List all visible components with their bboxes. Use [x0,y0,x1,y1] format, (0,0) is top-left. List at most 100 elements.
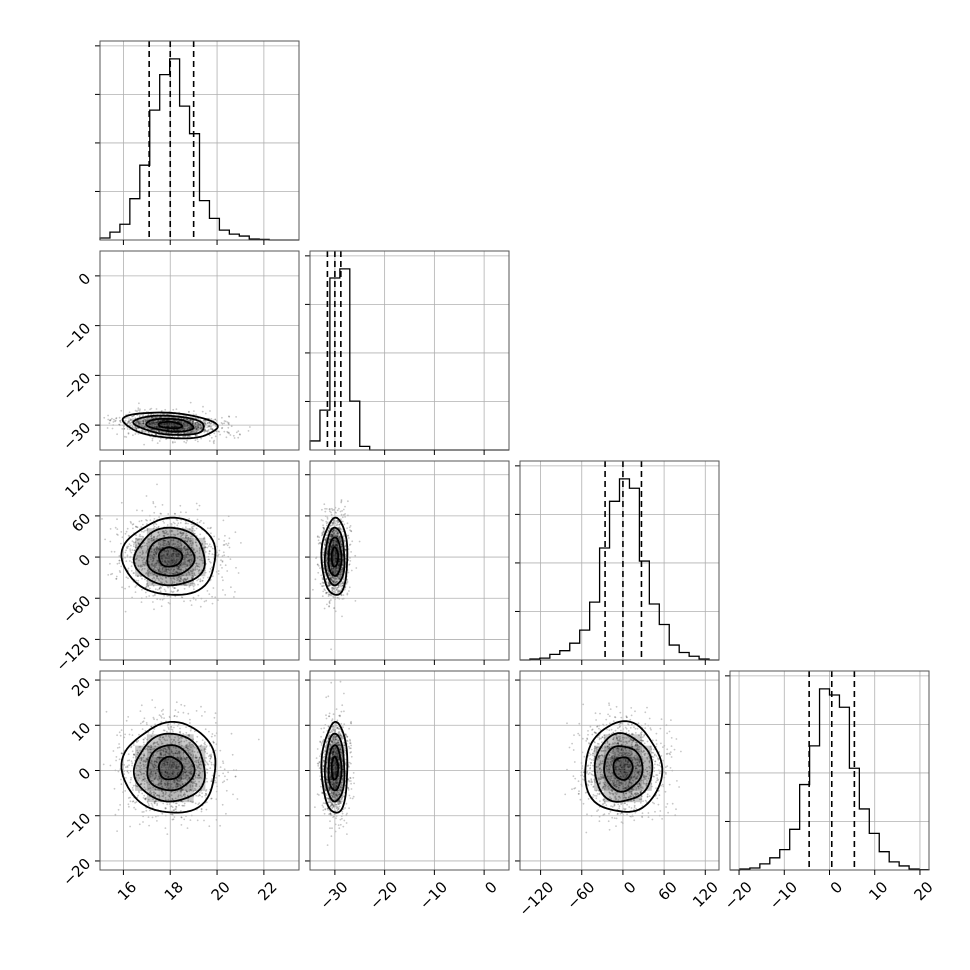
scatter-point [217,555,220,557]
scatter-point [146,523,148,525]
scatter-point [205,808,208,811]
scatter-point [161,431,163,434]
scatter-point [197,425,200,428]
scatter-point [168,432,171,434]
scatter-point [188,518,191,520]
scatter-point [196,557,199,560]
scatter-point [118,559,121,562]
scatter-point [152,601,154,603]
scatter-point [155,425,157,428]
scatter-point [211,575,214,578]
scatter-point [206,430,208,432]
scatter-point [115,417,117,420]
scatter-point [168,542,171,544]
scatter-point [112,421,115,423]
scatter-point [118,555,121,557]
scatter-point [143,426,146,429]
scatter-point [321,578,324,581]
scatter-point [226,421,229,423]
scatter-point [330,599,332,601]
scatter-point [191,422,194,425]
scatter-point [137,427,140,430]
scatter-point [205,423,207,426]
scatter-point [165,568,168,571]
scatter-point [138,422,140,424]
scatter-point [135,421,137,424]
scatter-point [343,523,346,526]
scatter-point [321,508,323,511]
scatter-point [182,574,185,576]
scatter-point [181,579,184,581]
scatter-point [198,566,201,568]
scatter-point [115,417,118,419]
scatter-point [189,819,192,821]
scatter-point [115,578,118,580]
scatter-point [162,802,165,805]
scatter-point [184,578,187,581]
scatter-point [182,422,185,424]
scatter-point [182,436,185,438]
scatter-point [182,547,185,550]
scatter-point [319,567,321,569]
scatter-point [221,803,224,806]
scatter-point [193,431,196,434]
scatter-point [130,522,133,524]
scatter-point [198,504,201,507]
scatter-point [341,615,343,618]
scatter-point [163,522,166,524]
scatter-point [126,759,129,762]
scatter-point [178,576,181,579]
scatter-point [137,564,140,567]
scatter-point [184,432,186,434]
scatter-point [185,574,188,577]
scatter-point [159,416,162,418]
scatter-point [151,583,154,585]
scatter-point [168,543,170,546]
scatter-point [136,410,138,413]
scatter-point [194,423,197,425]
scatter-point [147,585,150,588]
scatter-point [152,523,155,526]
scatter-point [201,542,203,545]
scatter-point [114,419,117,422]
scatter-point [182,425,185,427]
scatter-point [159,543,162,545]
scatter-point [194,426,197,429]
scatter-point [348,544,351,546]
scatter-point [153,536,155,539]
scatter-point [160,437,162,440]
scatter-point [180,428,183,431]
scatter-point [185,584,188,587]
scatter-point [196,819,199,822]
scatter-point [213,442,215,445]
scatter-point [151,422,153,425]
scatter-point [153,565,156,568]
scatter-point [148,563,151,566]
scatter-point [237,430,240,432]
scatter-point [247,430,250,432]
scatter-point [141,728,144,730]
scatter-point [139,422,141,424]
scatter-point [203,600,206,603]
scatter-point [104,538,106,541]
scatter-point [211,428,214,431]
scatter-point [196,427,198,430]
scatter-point [182,422,185,425]
scatter-point [196,434,199,436]
scatter-point [158,430,161,433]
scatter-point [126,422,129,424]
scatter-point [190,546,193,549]
scatter-point [208,543,211,546]
scatter-point [161,598,164,601]
scatter-point [325,508,328,510]
scatter-point [219,433,222,436]
scatter-point [220,559,222,562]
scatter-point [116,747,119,749]
scatter-point [155,552,158,554]
scatter-point [330,524,332,527]
scatter-point [132,434,134,437]
scatter-point [153,416,155,419]
scatter-point [158,587,161,589]
scatter-point [152,422,155,425]
scatter-point [138,538,141,541]
